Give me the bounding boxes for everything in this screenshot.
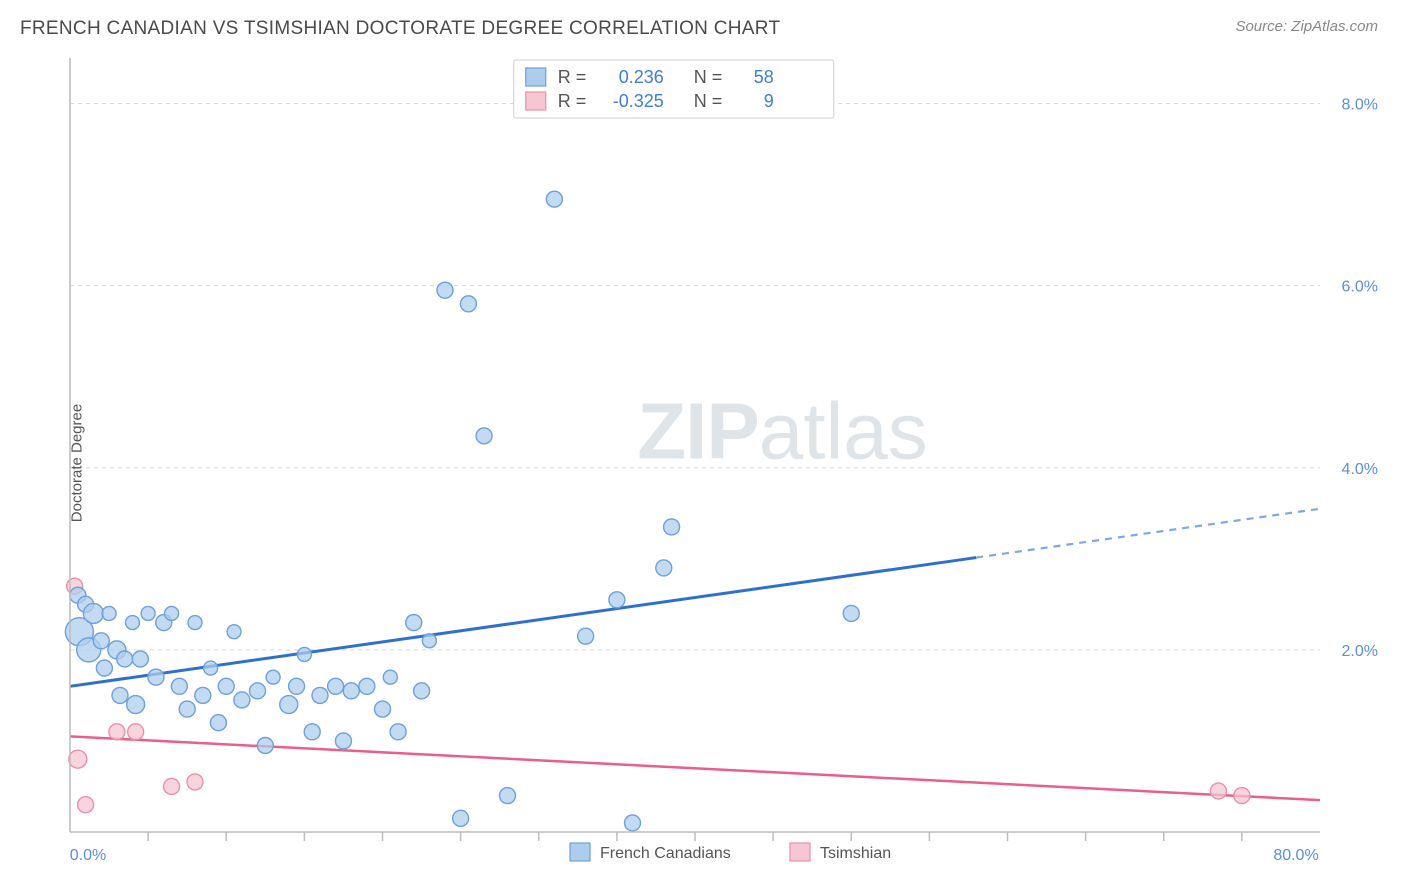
point-tsimshian — [1234, 788, 1250, 804]
point-french-canadian — [218, 678, 234, 694]
y-tick-label: 4.0% — [1342, 461, 1378, 478]
point-tsimshian — [109, 724, 125, 740]
point-french-canadian — [578, 628, 594, 644]
trendline-blue-ext — [976, 509, 1320, 558]
point-french-canadian — [141, 606, 155, 620]
point-tsimshian — [1210, 783, 1226, 799]
y-tick-label: 8.0% — [1342, 97, 1378, 114]
point-french-canadian — [83, 603, 103, 623]
source-attribution: Source: ZipAtlas.com — [1235, 18, 1378, 35]
point-french-canadian — [289, 678, 305, 694]
x-tick-label: 0.0% — [70, 847, 106, 864]
point-french-canadian — [375, 701, 391, 717]
stats-r-pink: -0.325 — [613, 91, 664, 111]
point-french-canadian — [117, 651, 133, 667]
point-tsimshian — [187, 774, 203, 790]
point-french-canadian — [297, 647, 311, 661]
point-french-canadian — [102, 606, 116, 620]
stats-n-label: N = — [694, 67, 723, 87]
chart-area: Doctorate Degree ZIPatlas 2.0% 4.0% 6.0% 8.0… — [20, 48, 1386, 878]
point-french-canadian — [112, 687, 128, 703]
legend-label-blue: French Canadians — [600, 845, 731, 862]
point-french-canadian — [96, 660, 112, 676]
point-french-canadian — [127, 696, 145, 714]
point-french-canadian — [437, 282, 453, 298]
legend-swatch-pink — [790, 843, 810, 861]
point-tsimshian — [69, 750, 87, 768]
point-french-canadian — [132, 651, 148, 667]
point-french-canadian — [195, 687, 211, 703]
point-french-canadian — [312, 687, 328, 703]
legend-swatch-blue — [570, 843, 590, 861]
point-french-canadian — [266, 670, 280, 684]
point-french-canadian — [359, 678, 375, 694]
y-tick-label: 2.0% — [1342, 643, 1378, 660]
chart-title: FRENCH CANADIAN VS TSIMSHIAN DOCTORATE D… — [20, 18, 780, 40]
point-french-canadian — [625, 815, 641, 831]
point-french-canadian — [656, 560, 672, 576]
point-french-canadian — [460, 296, 476, 312]
point-french-canadian — [406, 615, 422, 631]
point-tsimshian — [78, 797, 94, 813]
point-french-canadian — [609, 592, 625, 608]
point-french-canadian — [93, 633, 109, 649]
y-axis-label: Doctorate Degree — [69, 404, 86, 522]
y-tick-label: 6.0% — [1342, 279, 1378, 296]
point-french-canadian — [383, 670, 397, 684]
point-french-canadian — [414, 683, 430, 699]
point-french-canadian — [335, 733, 351, 749]
point-french-canadian — [664, 519, 680, 535]
point-french-canadian — [304, 724, 320, 740]
point-french-canadian — [422, 634, 436, 648]
point-french-canadian — [390, 724, 406, 740]
stats-n-blue: 58 — [754, 67, 774, 87]
point-french-canadian — [234, 692, 250, 708]
point-french-canadian — [546, 191, 562, 207]
stats-r-label: R = — [558, 67, 587, 87]
point-french-canadian — [280, 696, 298, 714]
point-tsimshian — [164, 778, 180, 794]
point-french-canadian — [227, 625, 241, 639]
point-french-canadian — [179, 701, 195, 717]
point-tsimshian — [128, 724, 144, 740]
stats-r-label: R = — [558, 91, 587, 111]
stats-n-pink: 9 — [764, 91, 774, 111]
point-french-canadian — [148, 669, 164, 685]
point-french-canadian — [204, 661, 218, 675]
point-french-canadian — [171, 678, 187, 694]
point-french-canadian — [188, 616, 202, 630]
point-french-canadian — [210, 715, 226, 731]
legend-label-pink: Tsimshian — [820, 845, 891, 862]
point-french-canadian — [453, 810, 469, 826]
point-french-canadian — [476, 428, 492, 444]
point-french-canadian — [328, 678, 344, 694]
watermark: ZIPatlas — [637, 387, 927, 476]
point-french-canadian — [257, 737, 273, 753]
legend-swatch-blue — [526, 68, 546, 86]
legend-swatch-pink — [526, 92, 546, 110]
point-french-canadian — [500, 788, 516, 804]
point-french-canadian — [165, 606, 179, 620]
point-french-canadian — [843, 605, 859, 621]
x-tick-label: 80.0% — [1273, 847, 1318, 864]
point-french-canadian — [343, 683, 359, 699]
stats-r-blue: 0.236 — [619, 67, 664, 87]
stats-n-label: N = — [694, 91, 723, 111]
scatter-chart-svg: ZIPatlas 2.0% 4.0% 6.0% 8.0% 0.0% 80.0% R = 0.23… — [20, 48, 1386, 878]
point-french-canadian — [126, 616, 140, 630]
point-french-canadian — [250, 683, 266, 699]
